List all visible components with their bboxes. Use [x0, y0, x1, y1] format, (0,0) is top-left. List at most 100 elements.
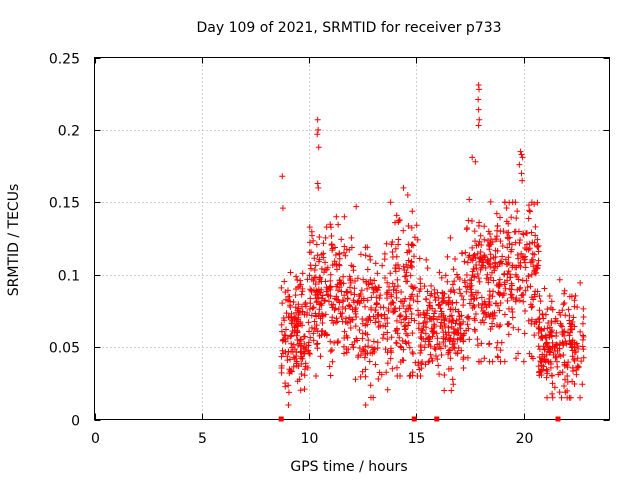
data-point	[505, 235, 512, 242]
data-point	[394, 330, 401, 337]
data-point	[484, 237, 491, 244]
data-point	[440, 312, 447, 319]
data-point	[534, 264, 541, 271]
data-point	[278, 362, 285, 369]
data-point	[404, 264, 411, 271]
data-point	[441, 290, 448, 297]
data-point	[525, 317, 532, 324]
data-point	[358, 287, 365, 294]
data-point	[332, 244, 339, 251]
data-point	[472, 158, 479, 165]
data-point	[495, 290, 502, 297]
data-point	[371, 345, 378, 352]
data-point	[481, 223, 488, 230]
data-point	[367, 349, 374, 356]
data-point	[494, 223, 501, 230]
data-point	[561, 299, 568, 306]
data-point	[529, 250, 536, 257]
data-point	[479, 255, 486, 262]
data-point	[574, 304, 581, 311]
data-point	[425, 335, 432, 342]
data-point	[527, 283, 534, 290]
data-point	[544, 368, 551, 375]
data-point	[552, 354, 559, 361]
data-point	[518, 151, 525, 158]
data-point	[501, 199, 508, 206]
data-point	[299, 285, 306, 292]
data-point	[536, 293, 543, 300]
axis-ticks: 0 5 10 15 20 0 0.05 0.1 0.15 0.2 0.25	[49, 52, 610, 447]
data-point	[442, 272, 449, 279]
data-point	[347, 279, 354, 286]
data-point	[393, 317, 400, 324]
data-point	[434, 341, 441, 348]
data-point	[469, 154, 476, 161]
data-point	[367, 276, 374, 283]
data-point	[387, 355, 394, 362]
data-point	[525, 273, 532, 280]
data-point	[290, 354, 297, 361]
data-point	[475, 96, 482, 103]
data-point	[431, 322, 438, 329]
data-point	[307, 262, 314, 269]
data-point	[350, 344, 357, 351]
data-point	[466, 196, 473, 203]
data-point	[374, 345, 381, 351]
data-point	[382, 346, 389, 353]
data-point	[463, 226, 470, 233]
data-point	[366, 358, 373, 365]
data-point	[361, 354, 368, 361]
data-point	[328, 346, 335, 353]
data-point	[388, 293, 395, 300]
data-point	[574, 362, 581, 369]
data-point	[509, 282, 516, 289]
data-point	[336, 255, 343, 262]
data-point	[384, 320, 391, 327]
data-point	[360, 346, 367, 353]
data-point	[521, 330, 528, 337]
data-point	[298, 343, 305, 350]
data-point	[383, 369, 390, 376]
data-point	[559, 307, 566, 314]
data-point	[278, 284, 285, 291]
data-point	[293, 358, 300, 365]
data-point	[503, 204, 510, 211]
data-point	[454, 350, 461, 357]
data-point	[297, 387, 304, 394]
data-point	[340, 249, 347, 256]
data-point	[286, 366, 293, 373]
data-point	[556, 276, 563, 283]
data-point	[432, 346, 439, 353]
data-point	[353, 203, 360, 210]
data-point	[528, 294, 535, 301]
data-point	[428, 355, 435, 362]
data-point	[384, 289, 391, 296]
data-point	[514, 208, 521, 215]
data-point	[351, 285, 358, 292]
data-point	[281, 317, 288, 324]
data-point	[456, 321, 463, 328]
y-tick-label: 0.1	[58, 269, 80, 285]
data-point	[376, 369, 383, 376]
data-point	[470, 265, 477, 272]
data-point	[447, 346, 454, 353]
data-point	[463, 271, 470, 278]
data-point	[492, 247, 499, 254]
data-point	[446, 334, 453, 341]
data-point	[384, 386, 391, 393]
data-point	[437, 345, 444, 352]
data-point	[534, 236, 541, 243]
data-point	[534, 288, 541, 295]
data-point	[474, 342, 481, 349]
data-point	[509, 308, 516, 315]
data-point	[367, 382, 374, 389]
data-point	[472, 327, 479, 334]
data-point	[462, 283, 469, 290]
data-point	[509, 264, 516, 271]
data-point	[297, 342, 304, 349]
data-point	[471, 317, 478, 324]
data-point	[299, 270, 306, 277]
data-point	[506, 274, 513, 281]
data-point	[528, 271, 535, 278]
data-point	[475, 302, 482, 309]
